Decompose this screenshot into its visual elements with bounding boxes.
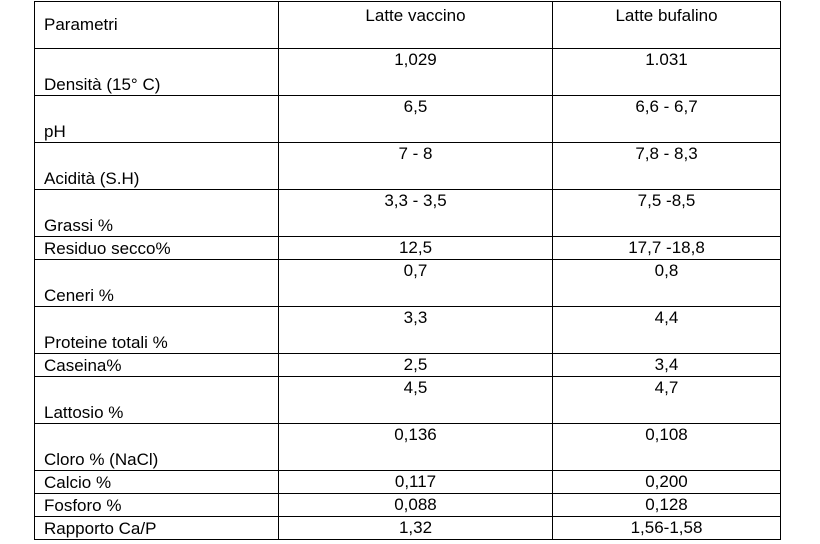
- param-label: Ceneri %: [44, 286, 114, 305]
- vaccino-cell: 7 - 8: [278, 142, 553, 190]
- bufalino-cell: 0,128: [552, 493, 781, 517]
- param-label: Cloro % (NaCl): [44, 450, 159, 469]
- param-cell: Densità (15° C): [34, 48, 279, 96]
- param-label: Grassi %: [44, 216, 113, 235]
- bufalino-cell: 4,7: [552, 376, 781, 424]
- vaccino-value: 4,5: [403, 378, 428, 397]
- vaccino-cell: 3,3: [278, 306, 553, 354]
- table-row: Residuo secco% 12,5 17,7 -18,8: [34, 236, 781, 260]
- bufalino-value: 17,7 -18,8: [628, 238, 705, 257]
- bufalino-value: 4,7: [654, 378, 679, 397]
- param-cell: Grassi %: [34, 189, 279, 237]
- bufalino-value: 7,8 - 8,3: [635, 144, 698, 163]
- vaccino-value: 0,136: [394, 425, 437, 444]
- param-label: Proteine totali %: [44, 333, 168, 352]
- vaccino-cell: 1,32: [278, 516, 553, 540]
- header-cell-param: Parametri: [34, 1, 279, 49]
- vaccino-cell: 6,5: [278, 95, 553, 143]
- vaccino-cell: 12,5: [278, 236, 553, 260]
- vaccino-cell: 2,5: [278, 353, 553, 377]
- bufalino-value: 0,8: [654, 261, 679, 280]
- table-row: Acidità (S.H) 7 - 8 7,8 - 8,3: [34, 142, 781, 190]
- bufalino-value: 4,4: [654, 308, 679, 327]
- bufalino-value: 0,128: [645, 495, 688, 514]
- bufalino-cell: 7,8 - 8,3: [552, 142, 781, 190]
- vaccino-cell: 0,117: [278, 470, 553, 494]
- bufalino-value: 0,200: [645, 472, 688, 491]
- bufalino-cell: 17,7 -18,8: [552, 236, 781, 260]
- table-row: Proteine totali % 3,3 4,4: [34, 306, 781, 354]
- header-bufalino: Latte bufalino: [615, 6, 718, 25]
- param-cell: Fosforo %: [34, 493, 279, 517]
- table-row: Densità (15° C) 1,029 1.031: [34, 48, 781, 96]
- vaccino-value: 2,5: [403, 355, 428, 374]
- table-header-row: Parametri Latte vaccino Latte bufalino: [34, 1, 781, 49]
- vaccino-value: 0,117: [394, 472, 437, 491]
- vaccino-value: 0,088: [394, 495, 437, 514]
- bufalino-cell: 0,8: [552, 259, 781, 307]
- param-cell: Cloro % (NaCl): [34, 423, 279, 471]
- vaccino-value: 1,029: [394, 50, 437, 69]
- param-cell: Proteine totali %: [34, 306, 279, 354]
- param-cell: Caseina%: [34, 353, 279, 377]
- table-row: Fosforo % 0,088 0,128: [34, 493, 781, 517]
- bufalino-cell: 0,200: [552, 470, 781, 494]
- table-row: pH 6,5 6,6 - 6,7: [34, 95, 781, 143]
- bufalino-cell: 1.031: [552, 48, 781, 96]
- vaccino-cell: 0,136: [278, 423, 553, 471]
- param-label: Fosforo %: [44, 496, 122, 515]
- param-cell: Rapporto Ca/P: [34, 516, 279, 540]
- bufalino-value: 7,5 -8,5: [637, 191, 696, 210]
- header-cell-vaccino: Latte vaccino: [278, 1, 553, 49]
- bufalino-cell: 4,4: [552, 306, 781, 354]
- bufalino-cell: 1,56-1,58: [552, 516, 781, 540]
- vaccino-value: 6,5: [403, 97, 428, 116]
- param-cell: Ceneri %: [34, 259, 279, 307]
- bufalino-value: 1.031: [645, 50, 688, 69]
- table-row: Lattosio % 4,5 4,7: [34, 376, 781, 424]
- param-label: Acidità (S.H): [44, 169, 140, 188]
- bufalino-cell: 0,108: [552, 423, 781, 471]
- vaccino-value: 3,3 - 3,5: [384, 191, 447, 210]
- param-label: Caseina%: [44, 356, 122, 375]
- param-cell: Lattosio %: [34, 376, 279, 424]
- vaccino-value: 12,5: [398, 238, 433, 257]
- param-label: Rapporto Ca/P: [44, 519, 157, 538]
- header-param: Parametri: [44, 15, 118, 34]
- param-cell: Residuo secco%: [34, 236, 279, 260]
- vaccino-value: 1,32: [398, 518, 433, 537]
- header-vaccino: Latte vaccino: [365, 6, 466, 25]
- vaccino-cell: 0,7: [278, 259, 553, 307]
- table-row: Rapporto Ca/P 1,32 1,56-1,58: [34, 516, 781, 540]
- param-label: Calcio %: [44, 473, 112, 492]
- vaccino-cell: 1,029: [278, 48, 553, 96]
- param-label: Residuo secco%: [44, 239, 171, 258]
- table-row: Calcio % 0,117 0,200: [34, 470, 781, 494]
- bufalino-value: 0,108: [645, 425, 688, 444]
- bufalino-cell: 6,6 - 6,7: [552, 95, 781, 143]
- vaccino-value: 7 - 8: [398, 144, 433, 163]
- bufalino-value: 3,4: [654, 355, 679, 374]
- param-label: Lattosio %: [44, 403, 124, 422]
- table-row: Cloro % (NaCl) 0,136 0,108: [34, 423, 781, 471]
- vaccino-value: 0,7: [403, 261, 428, 280]
- param-cell: pH: [34, 95, 279, 143]
- table-row: Caseina% 2,5 3,4: [34, 353, 781, 377]
- param-label: pH: [44, 122, 66, 141]
- bufalino-cell: 3,4: [552, 353, 781, 377]
- vaccino-value: 3,3: [403, 308, 428, 327]
- table-row: Grassi % 3,3 - 3,5 7,5 -8,5: [34, 189, 781, 237]
- param-cell: Acidità (S.H): [34, 142, 279, 190]
- milk-comparison-table: Parametri Latte vaccino Latte bufalino D…: [34, 1, 781, 540]
- param-cell: Calcio %: [34, 470, 279, 494]
- param-label: Densità (15° C): [44, 75, 161, 94]
- bufalino-value: 6,6 - 6,7: [635, 97, 698, 116]
- table-row: Ceneri % 0,7 0,8: [34, 259, 781, 307]
- bufalino-cell: 7,5 -8,5: [552, 189, 781, 237]
- vaccino-cell: 0,088: [278, 493, 553, 517]
- vaccino-cell: 3,3 - 3,5: [278, 189, 553, 237]
- header-cell-bufalino: Latte bufalino: [552, 1, 781, 49]
- bufalino-value: 1,56-1,58: [630, 518, 703, 537]
- vaccino-cell: 4,5: [278, 376, 553, 424]
